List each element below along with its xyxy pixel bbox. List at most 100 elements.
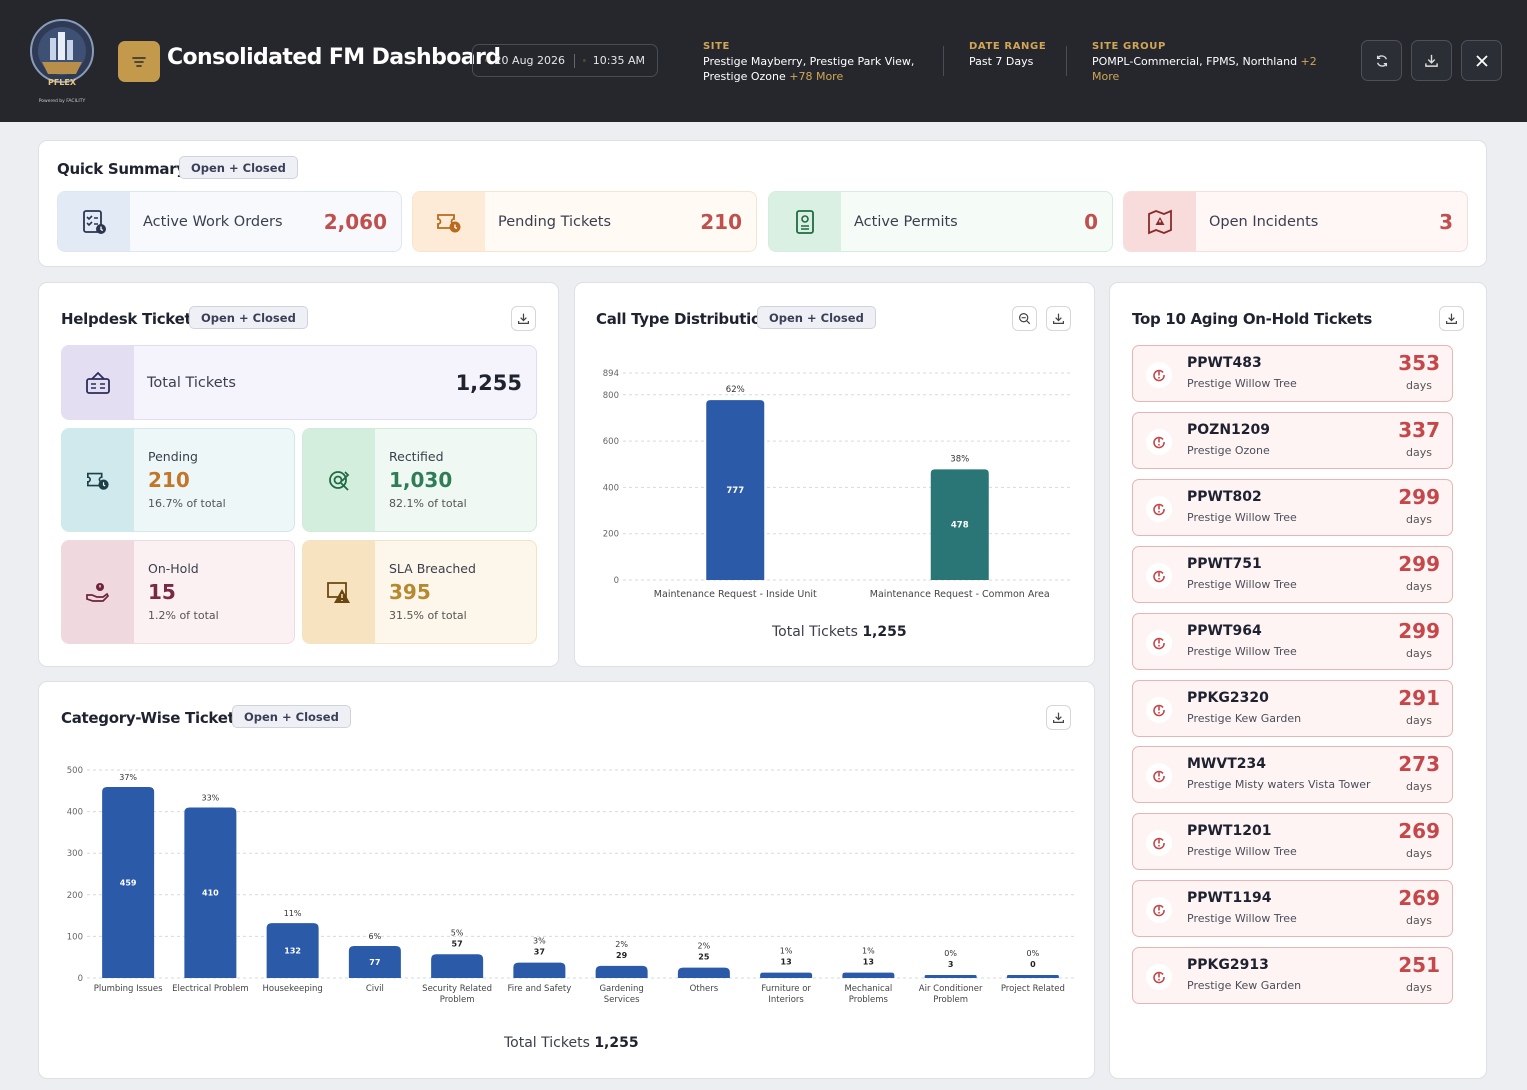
- ticket-site: Prestige Kew Garden: [1187, 979, 1302, 993]
- bar: [677, 967, 730, 978]
- category-download-button[interactable]: [1046, 705, 1071, 730]
- checklist-icon: [58, 192, 130, 251]
- call-type-download-button[interactable]: [1046, 306, 1071, 331]
- summary-active-permits[interactable]: Active Permits 0: [768, 191, 1113, 252]
- aging-ticket-item[interactable]: POZN1209 Prestige Ozone 337 days: [1132, 411, 1453, 469]
- date-text: 20 Aug 2026: [494, 54, 566, 67]
- aging-ticket-item[interactable]: PPWT483 Prestige Willow Tree 353 days: [1132, 345, 1453, 402]
- y-tick-label: 0: [614, 576, 619, 586]
- filter-menu-button[interactable]: [118, 41, 160, 82]
- bar-value-label: 0: [1030, 960, 1036, 969]
- bar-value-label: 57: [452, 939, 463, 948]
- svg-text:PFLEX: PFLEX: [48, 78, 77, 87]
- bar: [348, 945, 401, 978]
- site-filter[interactable]: SITE Prestige Mayberry, Prestige Park Vi…: [703, 41, 915, 83]
- ticket-days: 269: [1398, 819, 1440, 844]
- ticket-alert-icon: [1146, 964, 1172, 991]
- bar-value-label: 410: [202, 889, 219, 898]
- days-unit: days: [1406, 981, 1432, 995]
- ticket-code: PPWT1201: [1187, 823, 1272, 840]
- pending-tile[interactable]: Pending 210 16.7% of total: [61, 428, 295, 532]
- ticket-alert-icon: [1146, 897, 1172, 924]
- summary-pending-tickets[interactable]: Pending Tickets 210: [412, 191, 757, 252]
- bar-value-label: 459: [120, 879, 137, 888]
- days-unit: days: [1406, 379, 1432, 392]
- aging-ticket-item[interactable]: PPKG2913 Prestige Kew Garden 251 days: [1132, 947, 1453, 1005]
- aging-ticket-item[interactable]: PPWT751 Prestige Willow Tree 299 days: [1132, 545, 1453, 603]
- on-hold-tile[interactable]: On-Hold 15 1.2% of total: [61, 540, 295, 644]
- rectified-tile[interactable]: Rectified 1,030 82.1% of total: [302, 428, 537, 532]
- aging-ticket-item[interactable]: PPWT1194 Prestige Willow Tree 269 days: [1132, 880, 1453, 938]
- x-tick-label: Problem: [440, 995, 475, 1005]
- call-type-title: Call Type Distribution: [596, 310, 772, 328]
- bar: [706, 400, 765, 580]
- bar: [760, 972, 813, 978]
- aging-ticket-item[interactable]: PPWT964 Prestige Willow Tree 299 days: [1132, 612, 1453, 670]
- category-filter-pill[interactable]: Open + Closed: [232, 705, 351, 728]
- aging-ticket-item[interactable]: PPKG2320 Prestige Kew Garden 291 days: [1132, 679, 1453, 737]
- pflex-logo: PFLEX Powered by FACILITY: [28, 18, 98, 104]
- aging-ticket-item[interactable]: PPWT1201 Prestige Willow Tree 269 days: [1132, 813, 1453, 871]
- ticket-alert-icon: [1146, 562, 1172, 589]
- ticket-site: Prestige Willow Tree: [1187, 912, 1297, 926]
- bar-percent-label: 38%: [950, 454, 969, 464]
- quick-summary-filter-pill[interactable]: Open + Closed: [179, 156, 298, 179]
- x-tick-label: Fire and Safety: [507, 984, 571, 994]
- refresh-button[interactable]: [1361, 40, 1402, 81]
- site-group-more-link[interactable]: More: [1092, 70, 1120, 83]
- download-icon: [518, 313, 529, 324]
- aging-ticket-item[interactable]: MWVT234 Prestige Misty waters Vista Tower…: [1132, 746, 1453, 804]
- ticket-alert-icon: [1146, 495, 1172, 522]
- bar-value-label: 29: [616, 951, 628, 960]
- sla-breached-tile[interactable]: SLA Breached 395 31.5% of total: [302, 540, 537, 644]
- ticket-days: 273: [1398, 752, 1440, 777]
- bar-value-label: 25: [698, 953, 710, 962]
- category-wise-card: Category-Wise Tickets Open + Closed 0 100…: [38, 681, 1095, 1079]
- y-tick-label: 300: [67, 849, 83, 859]
- days-unit: days: [1406, 512, 1432, 526]
- total-tickets-tile[interactable]: Total Tickets 1,255: [61, 345, 537, 420]
- bar-value-label: 132: [284, 947, 301, 956]
- ticket-code: PPWT964: [1187, 622, 1262, 639]
- x-tick-label: Interiors: [768, 995, 804, 1005]
- bar-value-label: 777: [726, 486, 744, 496]
- ticket-days: 269: [1398, 886, 1440, 911]
- y-tick-label: 100: [67, 932, 83, 942]
- ticket-alert-icon: [1146, 629, 1172, 656]
- x-tick-label: Mechanical: [844, 984, 892, 994]
- call-type-zoom-button[interactable]: [1012, 306, 1037, 331]
- close-button[interactable]: [1461, 40, 1502, 81]
- helpdesk-download-button[interactable]: [511, 306, 536, 331]
- x-tick-label: Problems: [849, 995, 889, 1005]
- bar: [924, 975, 977, 978]
- ticket-site: Prestige Willow Tree: [1187, 845, 1297, 859]
- calendar-icon: [485, 59, 488, 62]
- helpdesk-title: Helpdesk Tickets: [61, 310, 200, 328]
- download-button[interactable]: [1411, 40, 1452, 81]
- aging-download-button[interactable]: [1439, 306, 1464, 331]
- svg-text:Powered by FACILITY: Powered by FACILITY: [39, 98, 86, 104]
- ticket-code: PPWT1194: [1187, 890, 1272, 907]
- bar: [842, 972, 895, 978]
- refresh-icon: [1376, 54, 1387, 67]
- ticket-site: Prestige Kew Garden: [1187, 711, 1302, 725]
- hand-hold-icon: [62, 541, 134, 643]
- helpdesk-filter-pill[interactable]: Open + Closed: [189, 306, 308, 329]
- date-range-filter[interactable]: DATE RANGE Past 7 Days: [969, 41, 1047, 68]
- aging-ticket-item[interactable]: PPWT802 Prestige Willow Tree 299 days: [1132, 478, 1453, 536]
- summary-open-incidents[interactable]: Open Incidents 3: [1123, 191, 1468, 252]
- site-group-filter[interactable]: SITE GROUP POMPL-Commercial, FPMS, North…: [1092, 41, 1317, 83]
- filter-lines-icon: [132, 56, 146, 67]
- call-type-filter-pill[interactable]: Open + Closed: [757, 306, 876, 329]
- quick-summary-title: Quick Summary: [57, 160, 186, 178]
- summary-active-work-orders[interactable]: Active Work Orders 2,060: [57, 191, 402, 252]
- days-unit: days: [1406, 646, 1432, 660]
- bar: [513, 962, 566, 978]
- bar-value-label: 3: [948, 960, 954, 969]
- x-tick-label: Maintenance Request - Common Area: [870, 589, 1050, 600]
- x-tick-label: Problem: [933, 995, 968, 1005]
- date-time-display: 20 Aug 2026 10:35 AM: [472, 44, 658, 77]
- site-more-link[interactable]: +78 More: [789, 70, 844, 83]
- download-icon: [1053, 313, 1064, 324]
- bar-percent-label: 33%: [201, 793, 219, 802]
